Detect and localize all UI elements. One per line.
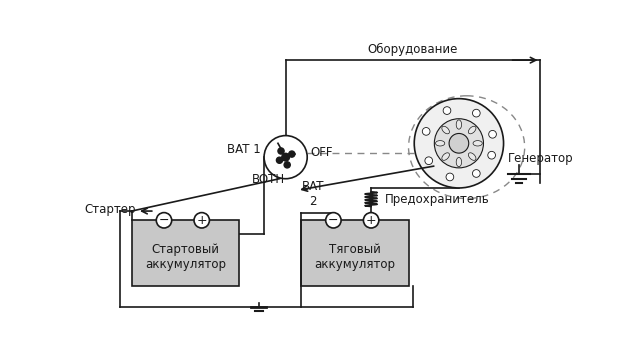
Ellipse shape [442, 126, 449, 134]
Circle shape [489, 130, 497, 138]
Bar [132, 220, 239, 286]
Circle shape [443, 107, 451, 114]
Circle shape [282, 153, 289, 161]
Text: +: + [366, 214, 376, 227]
Circle shape [364, 213, 379, 228]
Circle shape [425, 157, 433, 165]
Circle shape [449, 134, 468, 153]
Text: BAT 1: BAT 1 [227, 143, 261, 156]
Text: OFF: OFF [310, 146, 333, 159]
Ellipse shape [436, 141, 445, 146]
Text: Стартовый
аккумулятор: Стартовый аккумулятор [145, 243, 226, 271]
Circle shape [194, 213, 209, 228]
Ellipse shape [456, 120, 461, 129]
Ellipse shape [473, 141, 483, 146]
Circle shape [435, 119, 483, 168]
Circle shape [488, 151, 495, 159]
Circle shape [289, 151, 295, 157]
Circle shape [446, 173, 454, 181]
Text: Оборудование: Оборудование [367, 42, 458, 55]
Circle shape [284, 162, 291, 168]
Circle shape [422, 127, 430, 135]
Text: Предохранитель: Предохранитель [385, 193, 490, 206]
Circle shape [414, 99, 504, 188]
Circle shape [472, 109, 480, 117]
Text: Тяговый
аккумулятор: Тяговый аккумулятор [314, 243, 396, 271]
Text: BAT
2: BAT 2 [302, 180, 324, 208]
Circle shape [156, 213, 172, 228]
Text: Стартер: Стартер [84, 203, 136, 216]
Circle shape [278, 148, 284, 154]
Ellipse shape [456, 157, 461, 167]
Ellipse shape [442, 153, 449, 160]
Text: Генератор: Генератор [508, 152, 573, 165]
Circle shape [472, 170, 480, 177]
Circle shape [264, 136, 307, 179]
Circle shape [276, 157, 283, 163]
Ellipse shape [468, 126, 476, 134]
Text: −: − [328, 214, 339, 227]
Text: −: − [159, 214, 169, 227]
Circle shape [326, 213, 341, 228]
Bar [301, 220, 409, 286]
Text: BOTH: BOTH [252, 172, 285, 185]
Ellipse shape [468, 153, 476, 160]
Text: +: + [196, 214, 207, 227]
